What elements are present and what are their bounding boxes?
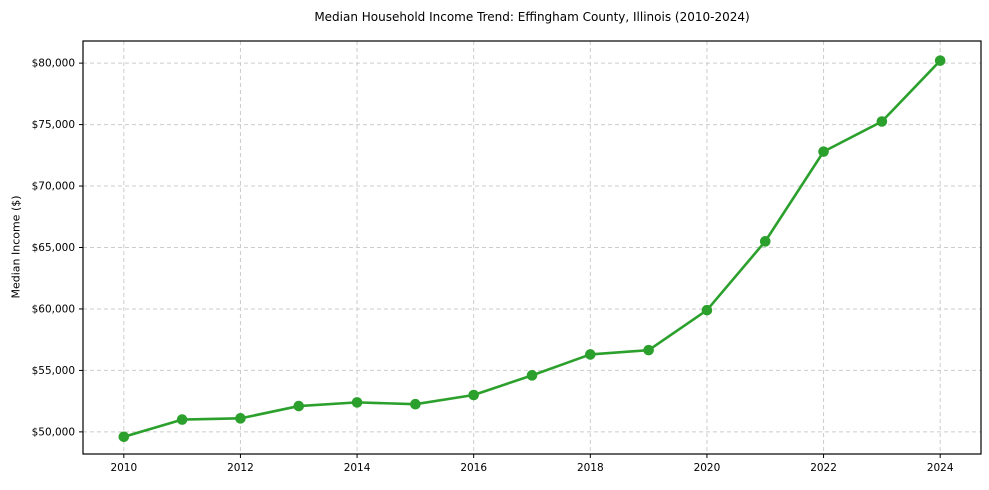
data-point: [701, 304, 713, 316]
data-point: [293, 400, 305, 412]
chart-title: Median Household Income Trend: Effingham…: [314, 10, 750, 24]
data-point: [410, 398, 421, 410]
data-point: [818, 146, 829, 157]
x-tick-label: 2010: [110, 462, 137, 474]
x-tick-label: 2020: [694, 462, 721, 474]
y-tick-label: $60,000: [32, 303, 75, 315]
data-point: [934, 55, 946, 66]
data-point: [351, 397, 363, 408]
x-tick-label: 2018: [577, 462, 604, 474]
data-point: [118, 431, 130, 443]
x-tick-label: 2022: [810, 462, 837, 474]
y-tick-label: $75,000: [32, 119, 75, 131]
x-tick-label: 2014: [344, 462, 371, 474]
data-point: [643, 344, 654, 356]
x-tick-label: 2024: [927, 462, 954, 474]
data-point: [585, 349, 596, 360]
data-point: [526, 370, 538, 381]
x-tick-label: 2016: [460, 462, 487, 474]
y-tick-label: $55,000: [32, 365, 75, 377]
data-point: [759, 236, 771, 247]
y-tick-label: $80,000: [32, 58, 75, 70]
data-point: [876, 116, 888, 127]
data-point: [176, 414, 188, 425]
data-point: [235, 413, 246, 424]
data-point: [468, 389, 479, 401]
x-tick-label: 2012: [227, 462, 254, 474]
y-tick-label: $70,000: [32, 181, 75, 193]
y-tick-label: $65,000: [32, 242, 75, 254]
y-tick-label: $50,000: [32, 426, 75, 438]
